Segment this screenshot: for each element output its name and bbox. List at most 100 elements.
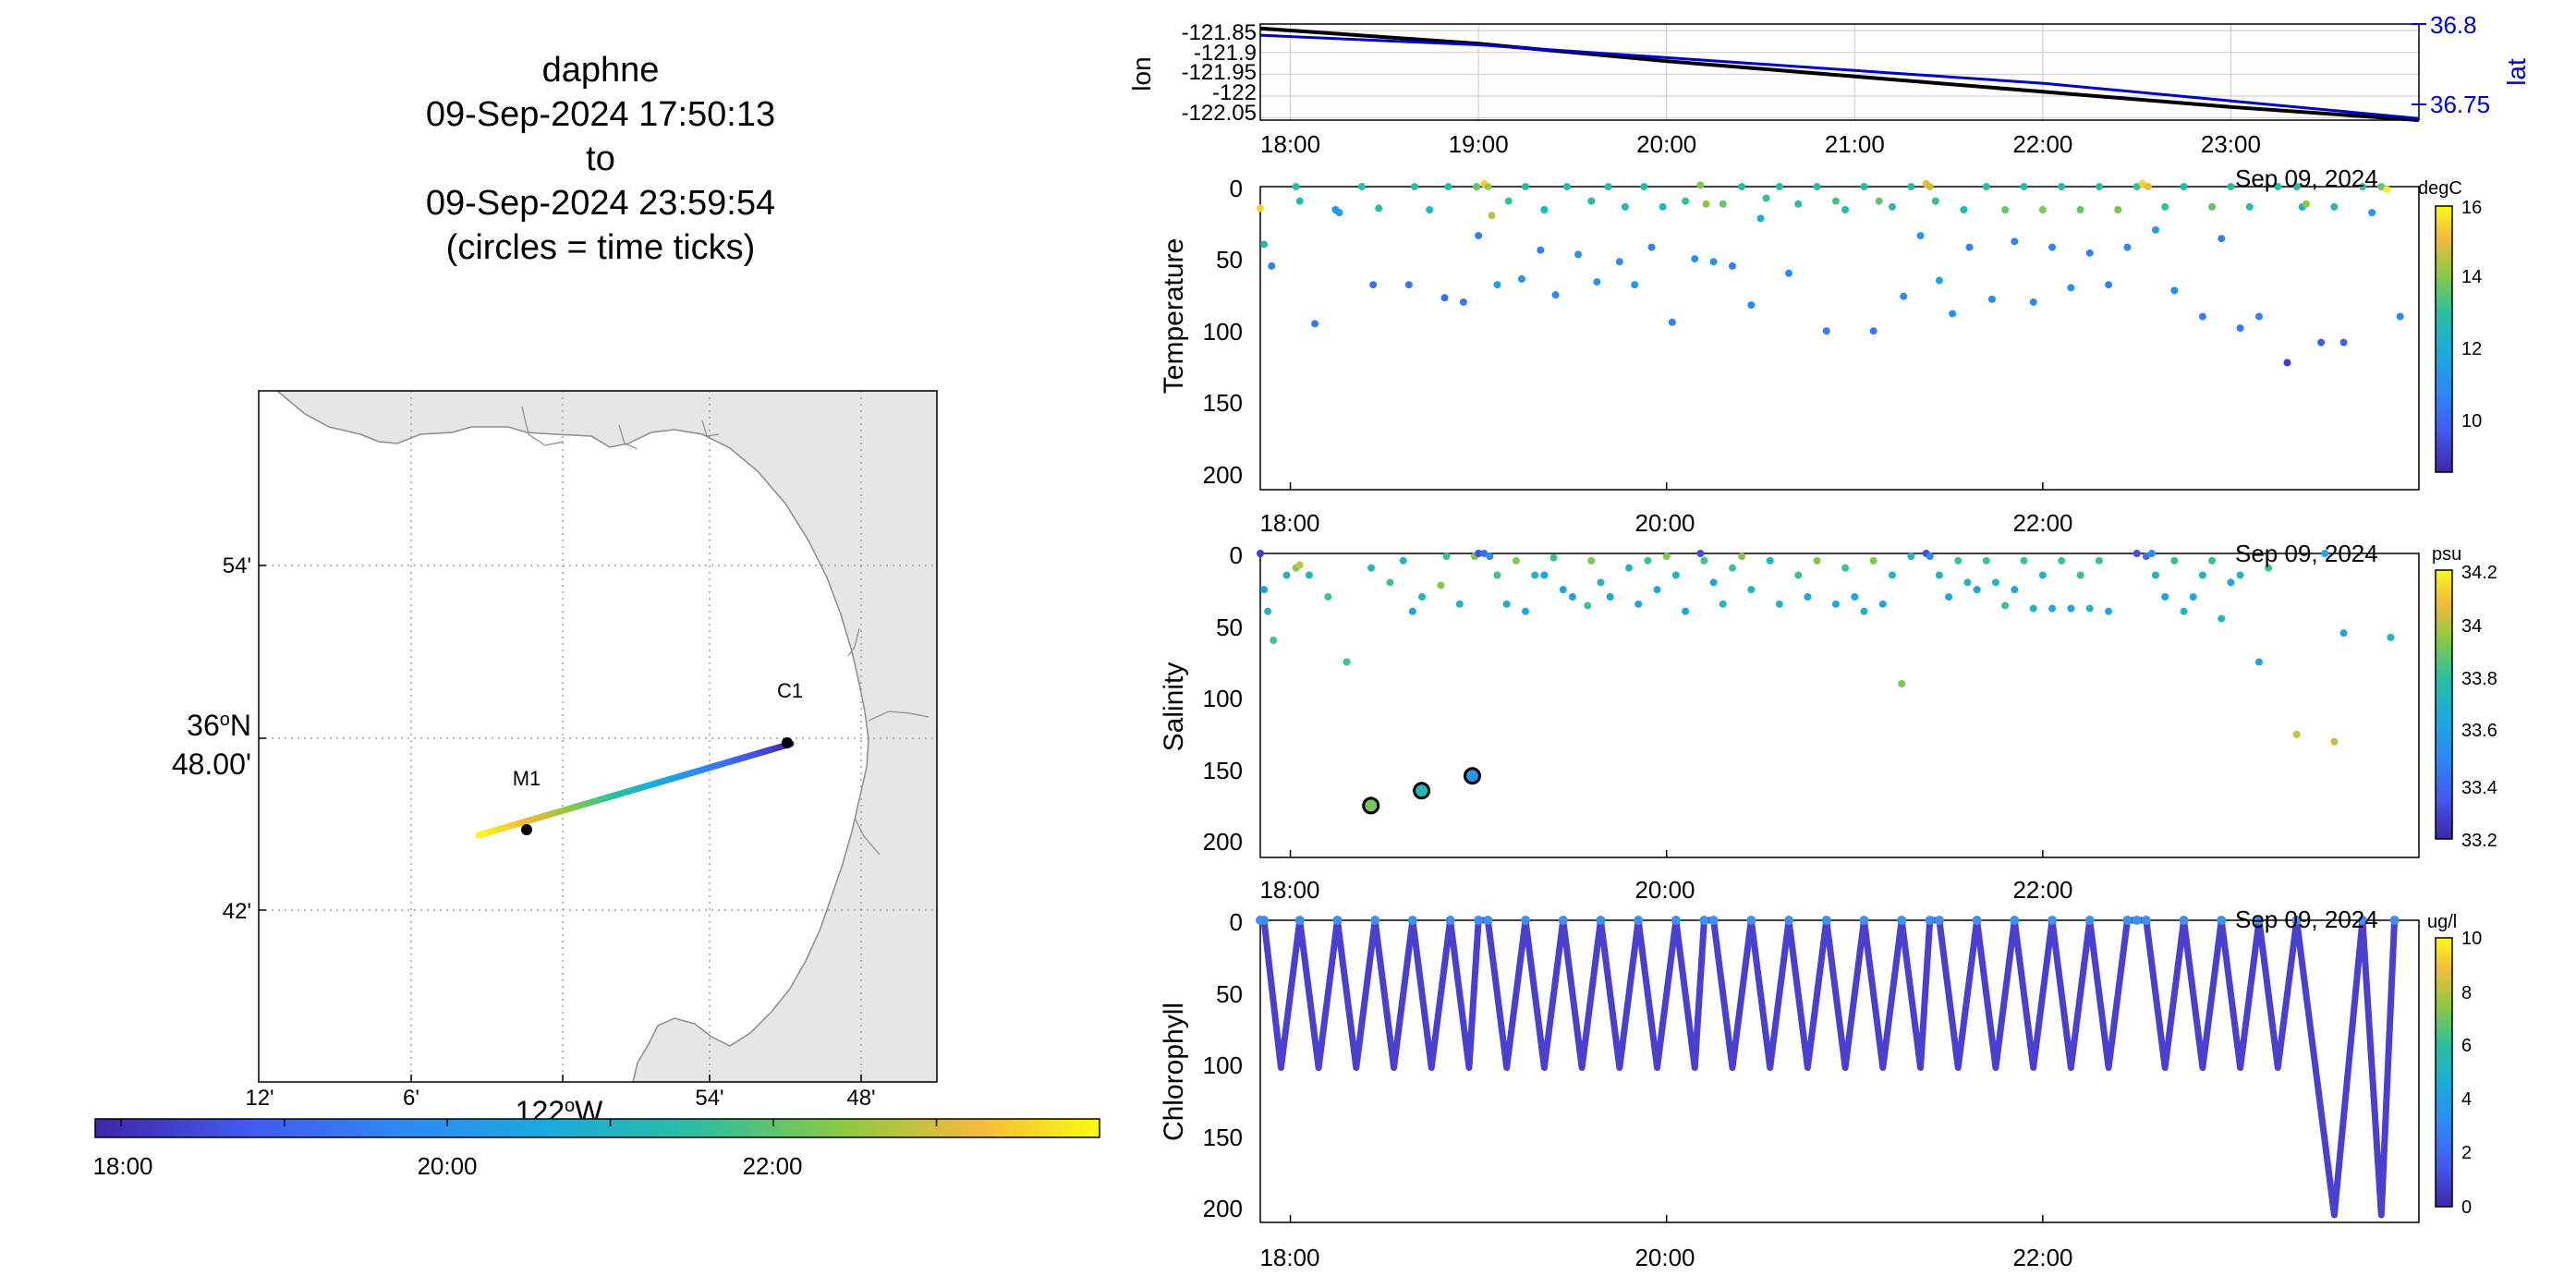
colorbar-tick-label: 14 [2461,267,2482,287]
title-note: (circles = time ticks) [445,228,756,267]
lonlat-x-ticks: 18:00 19:00 20:00 21:00 22:00 23:00 [1260,130,2261,158]
lat-tick-label: 36.8 [2430,11,2477,39]
y-tick-label: 100 [1203,318,1243,346]
chlorophyll-surface-point [1407,916,1417,925]
lon-tick-label: -121.9 [1194,41,1257,66]
temperature-point [1574,250,1583,259]
colorbar-tick-label: 34.2 [2461,563,2497,583]
salinity-point [1502,600,1511,608]
chlorophyll-surface-point [1370,916,1380,925]
salinity-point [2142,553,2150,561]
chlorophyll-surface-point [1784,916,1794,925]
colorbar-tick-label: 33.4 [2461,778,2497,798]
salinity-point [2038,571,2047,579]
map-graticule [259,391,937,1082]
chlorophyll-x-tick-labels: 18:00 20:00 22:00 [1259,1244,2072,1271]
lon-tick-label: 12' [245,1086,273,1111]
temperature-point [1926,183,1934,190]
temperature-point [1369,281,1378,289]
temperature-point [1907,183,1915,190]
temperature-axes [1259,186,2420,491]
lon-tick-label: -121.85 [1182,20,1257,45]
salinity-point [1831,600,1840,608]
salinity-point [2180,607,2188,615]
lon-tick-labels: -121.85 -121.9 -121.95 -122 -122.05 [1182,20,1257,126]
salinity-point [1926,553,1934,561]
salinity-point [1634,600,1643,608]
salinity-point [2321,550,2329,557]
chlorophyll-surface-point [1294,916,1305,925]
glider-track: C1 M1 [475,679,1481,839]
salinity-point [1305,571,1313,579]
salinity-point [1991,578,1999,587]
chlorophyll-surface-point [2179,916,2189,925]
temperature-point [1311,320,1319,328]
y-tick-label: 200 [1203,1195,1243,1222]
chlorophyll-axes [1259,919,2420,1223]
salinity-point [1775,600,1783,608]
temperature-point [2245,202,2254,211]
temperature-point [2330,202,2339,211]
y-tick-label: 100 [1203,1051,1243,1079]
temperature-point [2170,286,2179,295]
salinity-point [2152,571,2159,579]
colorbar-tick-label: 8 [2461,983,2472,1003]
temperature-point [2218,235,2226,243]
temperature-point [2144,183,2152,190]
time-tick-circle [1413,782,1431,800]
salinity-point [2076,571,2084,579]
chlorophyll-surface-point [1859,916,1869,925]
salinity-x-tick-labels: 18:00 20:00 22:00 [1259,876,2072,904]
temperature-point [2138,179,2146,188]
temperature-point [1551,291,1560,299]
temperature-point [1785,269,1793,277]
temperature-point [1426,205,1434,213]
panel-frame [1259,553,2420,858]
chlorophyll-axis-label: Chlorophyll [1159,1002,1189,1141]
temperature-point [2029,298,2037,306]
salinity-point [1531,571,1539,579]
chlorophyll-profile [1256,916,2400,1219]
y-tick-label: 0 [1230,541,1243,569]
salinity-point [2218,614,2226,623]
salinity-point [1475,550,1483,557]
lon-tick-label: 48' [846,1086,875,1111]
salinity-colorbar-unit: psu [2432,544,2461,565]
chlorophyll-panel: Chlorophyll Sep 09, 2024 ug/l 10 8 6 4 2… [1159,905,2482,1271]
temperature-point [1794,200,1803,208]
temperature-point [2095,183,2103,190]
salinity-point [1804,593,1812,601]
salinity-colorbar [2435,569,2453,840]
temperature-point [1522,183,1530,190]
temperature-point [1593,278,1601,286]
chlorophyll-surface-point [2357,916,2367,925]
temperature-point [1647,243,1656,251]
temperature-point [1475,232,1483,240]
temperature-point [1357,183,1366,190]
temperature-point [2105,281,2113,289]
temperature-point [2038,205,2047,213]
temperature-point [1719,200,1727,208]
temperature-point [1691,255,1699,263]
salinity-point [1418,593,1427,601]
chlorophyll-surface-point [2217,916,2227,925]
temperature-point [1473,183,1481,190]
temperature-point [1935,276,1943,285]
lonlat-grid [1260,24,2419,120]
temperature-point [2132,183,2141,190]
salinity-point [1963,578,1972,587]
salinity-point [1869,556,1877,565]
track-segment [475,830,488,839]
x-tick-label: 21:00 [1825,130,1885,158]
x-tick-label: 20:00 [1636,130,1696,158]
salinity-point [1549,553,1558,562]
chlorophyll-surface-point [1445,916,1455,925]
temperature-point [1916,232,1925,240]
x-tick-label: 22:00 [2012,876,2072,904]
salinity-point [2105,607,2113,615]
river-line [868,711,930,722]
salinity-point [2387,633,2395,641]
temperature-point [1889,202,1896,211]
salinity-point [2011,586,2019,594]
